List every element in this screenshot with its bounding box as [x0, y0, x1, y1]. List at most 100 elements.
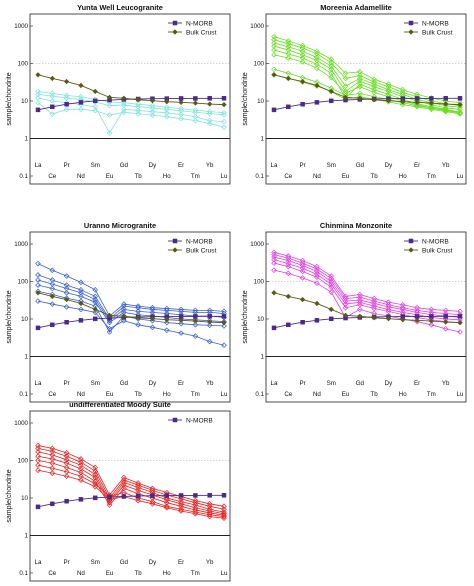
data-point: [64, 101, 69, 107]
x-tick-label: Sm: [91, 380, 100, 387]
data-point: [178, 493, 184, 498]
data-point: [135, 104, 141, 110]
data-point: [92, 480, 99, 487]
y-tick-label: 0.1: [255, 173, 264, 180]
data-point: [92, 104, 99, 110]
data-point: [78, 462, 84, 468]
y-tick-label: 1000: [250, 241, 264, 248]
data-point: [63, 78, 70, 85]
x-tick-label: Lu: [457, 173, 464, 180]
data-point: [457, 319, 463, 326]
x-tick-label: La: [35, 162, 42, 169]
data-point: [92, 309, 99, 316]
sample-series: [35, 298, 227, 349]
data-point: [206, 101, 213, 107]
x-tick-label: Yb: [206, 380, 214, 387]
data-point: [192, 322, 199, 328]
y-tick-label: 100: [254, 61, 265, 68]
data-point: [221, 109, 227, 116]
x-tick-label: Eu: [106, 173, 114, 180]
data-point: [106, 112, 113, 118]
data-point: [314, 51, 320, 57]
data-point: [78, 287, 84, 293]
x-tick-label: Pr: [300, 380, 306, 387]
data-point: [271, 256, 277, 263]
series-line: [273, 45, 461, 110]
legend-entry: Bulk Crust: [186, 29, 217, 36]
x-tick-label: Tm: [427, 391, 436, 398]
data-point: [35, 107, 41, 113]
x-tick-label: Yb: [442, 380, 450, 387]
data-point: [106, 319, 113, 326]
data-point: [106, 329, 113, 335]
data-point: [328, 306, 334, 313]
x-tick-label: Er: [414, 162, 420, 169]
data-point: [107, 494, 112, 500]
data-point: [35, 72, 41, 78]
data-point: [207, 314, 212, 319]
data-point: [314, 100, 320, 105]
series-line: [37, 464, 225, 517]
data-point: [63, 450, 70, 456]
data-point: [35, 467, 41, 474]
panel-title: Uranno Microgranite: [84, 221, 156, 230]
data-point: [221, 503, 227, 510]
data-point: [35, 99, 41, 106]
data-point: [178, 99, 184, 106]
data-point: [328, 59, 335, 66]
y-axis-label: sample/chondrite: [242, 72, 249, 125]
data-point: [49, 285, 56, 292]
data-point: [92, 464, 99, 471]
data-point: [271, 72, 277, 78]
y-tick-label: 100: [254, 279, 265, 286]
data-point: [78, 279, 84, 286]
data-point: [299, 262, 306, 269]
data-point: [428, 106, 435, 113]
data-point: [49, 98, 56, 104]
x-tick-label: Ce: [48, 391, 56, 398]
data-point: [414, 102, 420, 109]
y-tick-label: 1: [25, 533, 29, 540]
data-point: [285, 75, 292, 82]
data-point: [299, 45, 306, 51]
data-point: [121, 485, 127, 492]
data-point: [314, 54, 320, 61]
y-tick-label: 10: [21, 98, 28, 105]
data-point: [299, 296, 306, 303]
data-point: [428, 105, 435, 111]
data-point: [192, 113, 199, 120]
data-point: [121, 317, 127, 324]
data-point: [314, 57, 320, 64]
x-tick-label: Ce: [284, 391, 292, 398]
data-point: [92, 299, 99, 306]
y-axis-label: sample/chondrite: [6, 72, 13, 125]
x-tick-label: Tb: [135, 173, 143, 180]
data-point: [314, 82, 320, 89]
x-tick-label: Dy: [385, 380, 393, 387]
data-point: [35, 277, 41, 283]
data-point: [371, 314, 377, 321]
x-tick-label: La: [271, 380, 278, 387]
legend-marker: [172, 20, 178, 26]
data-point: [135, 96, 141, 103]
data-point: [49, 460, 56, 466]
data-point: [35, 282, 41, 288]
data-point: [385, 88, 392, 95]
data-point: [442, 325, 449, 332]
sample-series: [271, 254, 463, 321]
data-point: [207, 493, 212, 498]
x-tick-label: Dy: [385, 162, 393, 169]
data-point: [63, 296, 70, 303]
data-point: [63, 273, 70, 279]
data-point: [178, 320, 184, 327]
data-point: [121, 494, 127, 499]
data-point: [92, 88, 98, 95]
data-point: [285, 43, 292, 50]
data-point: [163, 504, 170, 511]
data-point: [192, 318, 199, 324]
data-point: [285, 70, 292, 77]
x-tick-label: Eu: [342, 173, 350, 180]
data-point: [342, 312, 349, 319]
data-point: [92, 495, 98, 501]
data-point: [221, 512, 227, 518]
